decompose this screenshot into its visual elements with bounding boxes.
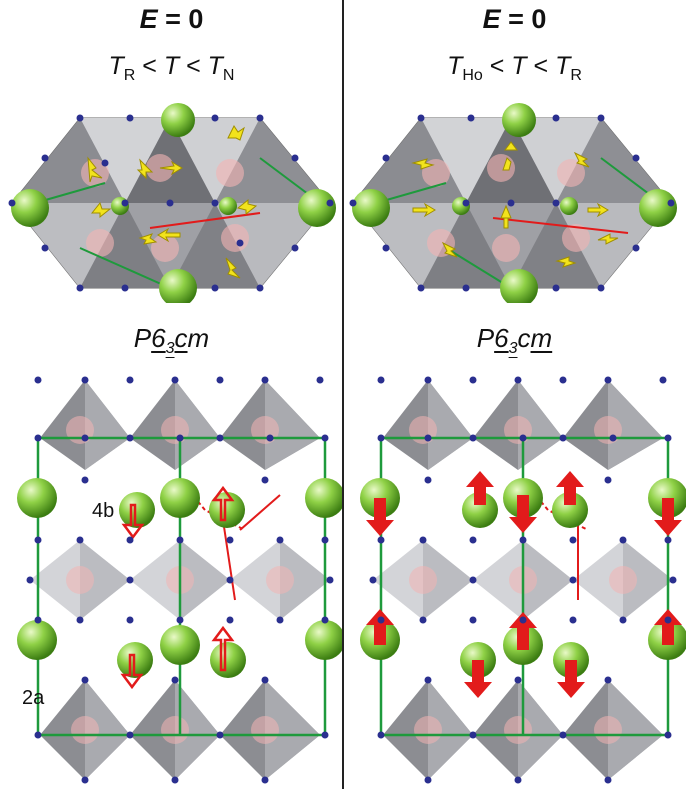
group-screw-axis: 6 [494,323,509,353]
field-symbol: E [139,4,158,34]
field-label: E = 0 [343,4,686,35]
site-label-4b: 4b [92,500,115,522]
rare-earth-sphere [159,269,197,303]
oxygen-nodes [349,114,675,292]
top-view-structure [8,103,336,303]
hollow-spin-arrows [120,485,235,690]
temp-symbol: T [108,52,124,80]
group-symbol: P [476,323,495,353]
space-group-label: P63cm [0,323,343,358]
temp-symbol: T [555,52,571,80]
panel-divider [342,0,344,789]
spin-arrows [87,125,258,279]
side-view-structure [360,376,686,784]
site-label-2a: 2a [22,687,45,709]
rare-earth-sphere [298,189,336,227]
group-screw-axis: 6 [151,323,166,353]
solid-spin-arrows [366,471,682,698]
left-panel: E = 0 TR < T < TN [0,4,343,784]
group-symbol: P [133,323,152,353]
rare-earth-sphere [352,189,390,227]
rare-earth-sphere [502,103,536,137]
field-value: = 0 [157,4,204,34]
temp-operator: < [482,52,512,80]
rare-earth-spheres [17,478,343,678]
temp-subscript: Ho [462,67,483,84]
temp-symbol: T [447,52,463,80]
group-glide: c [517,323,531,353]
spin-arrows [411,141,619,268]
rare-earth-sphere [219,197,237,215]
oxygen-nodes [26,376,334,784]
temp-operator: < [526,52,556,80]
group-mirror: m [530,323,553,353]
temperature-range: THo < T < TR [343,52,686,85]
rare-earth-sphere [11,189,49,227]
field-label: E = 0 [0,4,343,35]
temp-subscript: R [123,67,136,84]
top-view-structure [349,103,677,303]
temp-operator: < [179,52,208,80]
field-value: = 0 [500,4,547,34]
rare-earth-sphere [639,189,677,227]
temperature-range: TR < T < TN [0,52,343,85]
group-mirror: m [187,323,210,353]
temp-symbol: T [163,52,180,80]
side-view-structure [17,376,343,784]
oxygen-nodes [8,114,334,292]
group-subscript: 3 [165,340,175,358]
temp-operator: < [135,52,164,80]
temp-subscript: N [222,67,235,84]
polyhedra-bottom-layer [383,680,663,780]
temp-symbol: T [207,52,223,80]
oxygen-nodes [369,376,677,784]
rare-earth-sphere [560,197,578,215]
field-symbol: E [482,4,501,34]
temp-symbol: T [511,52,527,80]
right-panel: E = 0 THo < T < TR [343,0,686,789]
rare-earth-sphere [500,269,538,303]
group-glide: c [174,323,188,353]
group-subscript: 3 [508,340,518,358]
temp-subscript: R [570,67,582,84]
space-group-label: P63cm [343,323,686,358]
rare-earth-sphere [161,103,195,137]
